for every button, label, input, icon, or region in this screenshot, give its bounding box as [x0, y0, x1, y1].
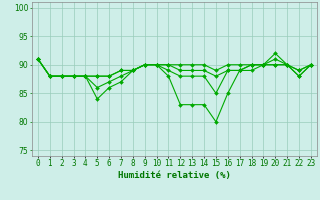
X-axis label: Humidité relative (%): Humidité relative (%) [118, 171, 231, 180]
